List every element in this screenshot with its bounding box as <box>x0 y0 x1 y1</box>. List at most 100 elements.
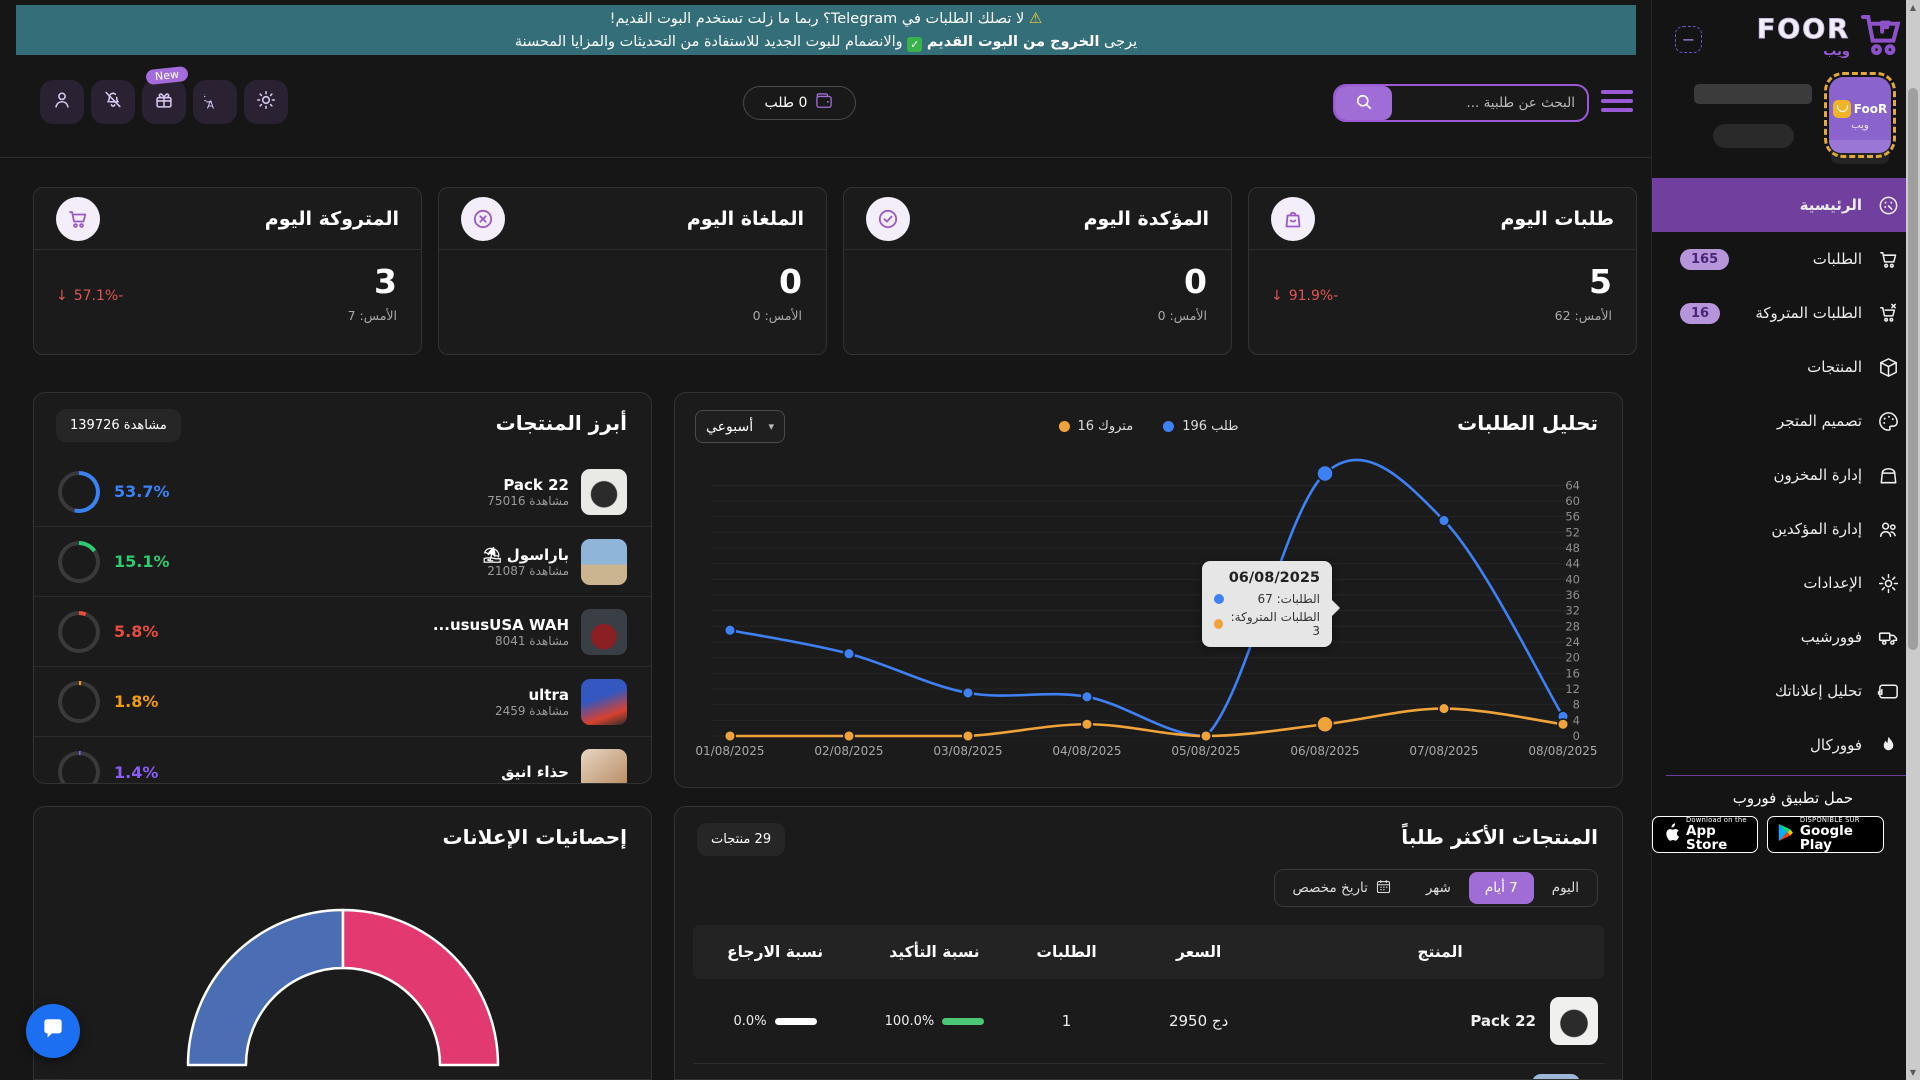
legend-dot-orange <box>1058 421 1070 432</box>
menu-button[interactable] <box>1601 90 1633 112</box>
minus-icon: − <box>1681 30 1696 49</box>
chat-widget-button[interactable] <box>26 1004 80 1058</box>
banner-exit-old-bot-text[interactable]: الخروج من البوت القديم <box>926 34 1100 50</box>
tooltip-dot-orange <box>1214 619 1223 629</box>
dashboard-icon <box>1876 193 1900 217</box>
svg-text:0: 0 <box>1573 729 1580 743</box>
sidebar: FOOR ويب − FooR ويب الرئيسية الطلبات <box>1651 0 1920 1080</box>
page-scrollbar: ▲ ▼ <box>1906 0 1920 1080</box>
sidebar-item-abandoned-orders[interactable]: الطلبات المتروكة 16 <box>1666 286 1920 340</box>
palette-icon <box>1876 409 1900 433</box>
svg-text:02/08/2025: 02/08/2025 <box>814 744 883 758</box>
brand-logo[interactable]: FOOR ويب <box>1756 8 1908 66</box>
avatar-brand-text: FooR <box>1853 101 1888 116</box>
svg-text:ع: ع <box>204 91 207 102</box>
sidebar-item-home[interactable]: الرئيسية <box>1652 178 1920 232</box>
sidebar-item-label: إدارة المخزون <box>1773 466 1862 484</box>
product-list-item[interactable]: حذاء انيق 1.4% <box>34 737 651 783</box>
column-header-confirmation: نسبة التأكيد <box>889 943 980 961</box>
search-input[interactable] <box>1392 86 1587 120</box>
legend-label: 16 متروك <box>1077 419 1134 434</box>
store-avatar[interactable]: FooR ويب <box>1824 72 1896 158</box>
svg-text:Ad: Ad <box>1877 686 1883 696</box>
scrollbar-down-arrow[interactable]: ▼ <box>1909 1068 1917 1077</box>
legend-label: 196 طلب <box>1182 419 1239 434</box>
scrollbar-up-arrow[interactable]: ▲ <box>1909 3 1917 12</box>
legend-item-abandoned[interactable]: 16 متروك <box>1058 419 1133 434</box>
banner-line-1: ⚠ لا تصلك الطلبات في Telegram؟ ربما ما ز… <box>16 7 1636 31</box>
period-dropdown[interactable]: ▾ أسبوعي <box>695 410 785 443</box>
rewards-button[interactable]: New <box>142 65 189 124</box>
legend-dot-blue <box>1163 421 1175 432</box>
product-list-item[interactable]: باراسول ⛱ 21087 مشاهدة 15.1% <box>34 527 651 597</box>
next-row-product-image <box>1532 1074 1580 1079</box>
tab-custom-date[interactable]: تاريخ مخصص <box>1277 872 1408 904</box>
sidebar-item-products[interactable]: المنتجات <box>1666 340 1920 394</box>
sidebar-item-foorship[interactable]: فوورشيب <box>1666 610 1920 664</box>
chevron-down-icon: ▾ <box>768 420 774 433</box>
stat-card-cancelled-today: الملغاة اليوم 0 الأمس: 0 <box>438 187 827 355</box>
sidebar-item-label: إدارة المؤكدين <box>1771 520 1862 538</box>
stat-card-yesterday: الأمس: 0 <box>1157 308 1207 323</box>
stat-card-abandoned-today: المتروكة اليوم 3 الأمس: 7 -57.1% ↓ <box>33 187 422 355</box>
tooltip-orders-value: الطلبات: 67 <box>1257 592 1320 606</box>
product-views: 75016 مشاهدة <box>487 493 569 508</box>
profile-button[interactable] <box>40 80 84 124</box>
column-header-price: السعر <box>1175 943 1222 961</box>
google-play-badge[interactable]: DISPONIBLE SUR Google Play <box>1766 816 1884 853</box>
sidebar-item-settings[interactable]: الإعدادات <box>1666 556 1920 610</box>
search-submit-button[interactable] <box>1335 86 1392 120</box>
product-name: ususUSA WAH... <box>432 615 569 634</box>
theme-button[interactable] <box>244 80 288 124</box>
stat-cards-row: طلبات اليوم 5 الأمس: 62 -91.9% ↓ المؤكدة… <box>33 187 1637 355</box>
sidebar-item-store-design[interactable]: تصميم المتجر <box>1666 394 1920 448</box>
price-cell: 2950 دج <box>1168 1012 1229 1030</box>
table-row[interactable]: Pack 22 2950 دج 1 100.0% 0.0% <box>693 979 1604 1064</box>
svg-text:06/08/2025: 06/08/2025 <box>1290 744 1359 758</box>
check-icon: ✓ <box>907 37 923 52</box>
sidebar-item-orders[interactable]: الطلبات 165 <box>1666 232 1920 286</box>
abandoned-count-badge: 16 <box>1680 302 1721 324</box>
products-count-badge: 29 منتجات <box>697 823 786 856</box>
product-image <box>581 538 627 585</box>
svg-text:01/08/2025: 01/08/2025 <box>695 744 764 758</box>
cart-icon <box>56 196 100 241</box>
notifications-button[interactable] <box>91 80 135 124</box>
legend-item-orders[interactable]: 196 طلب <box>1163 419 1239 434</box>
sidebar-collapse-button[interactable]: − <box>1675 26 1702 53</box>
sidebar-item-ads-analysis[interactable]: Ad تحليل إعلاناتك <box>1666 664 1920 718</box>
svg-text:28: 28 <box>1565 619 1580 633</box>
tab-7-days[interactable]: 7 أيام <box>1468 872 1534 904</box>
ad-icon: Ad <box>1876 679 1900 703</box>
calendar-icon <box>1375 878 1392 899</box>
product-list-item[interactable]: ususUSA WAH... 8041 مشاهدة 5.8% <box>34 597 651 667</box>
order-search <box>1333 84 1589 122</box>
sidebar-item-foorcall[interactable]: فووركال <box>1666 718 1920 772</box>
language-button[interactable]: عA <box>193 80 237 124</box>
scrollbar-thumb[interactable] <box>1908 88 1918 650</box>
warning-icon: ⚠ <box>1028 9 1043 27</box>
person-icon <box>51 89 73 115</box>
product-views: 2459 مشاهدة <box>494 703 569 718</box>
product-percentage: 1.8% <box>114 692 159 711</box>
header-divider <box>0 157 1651 158</box>
banner-line2-prefix: يرجى <box>1099 34 1138 50</box>
tooltip-row: الطلبات المتروكة: 3 <box>1214 610 1320 638</box>
svg-text:12: 12 <box>1565 682 1580 696</box>
flame-icon <box>1876 733 1900 757</box>
tab-today[interactable]: اليوم <box>1551 880 1579 896</box>
product-list-item[interactable]: Pack 22 75016 مشاهدة 53.7% <box>34 457 651 527</box>
stat-card-delta: -57.1% ↓ <box>56 288 123 304</box>
product-list-item[interactable]: ultra 2459 مشاهدة 1.8% <box>34 667 651 737</box>
logo-foor-text: FOOR <box>1756 14 1850 45</box>
storage-bag-icon <box>1876 463 1900 487</box>
bag-icon <box>1832 99 1851 118</box>
sidebar-item-inventory[interactable]: إدارة المخزون <box>1666 448 1920 502</box>
svg-text:8: 8 <box>1573 698 1580 712</box>
tooltip-dot-blue <box>1214 594 1224 604</box>
tab-month[interactable]: شهر <box>1425 880 1451 896</box>
sidebar-item-confirmers[interactable]: إدارة المؤكدين <box>1666 502 1920 556</box>
app-store-badge[interactable]: Download on the App Store <box>1652 816 1758 853</box>
orders-counter-button[interactable]: 0 طلب <box>743 86 856 120</box>
stat-card-title: المؤكدة اليوم <box>1083 207 1209 230</box>
